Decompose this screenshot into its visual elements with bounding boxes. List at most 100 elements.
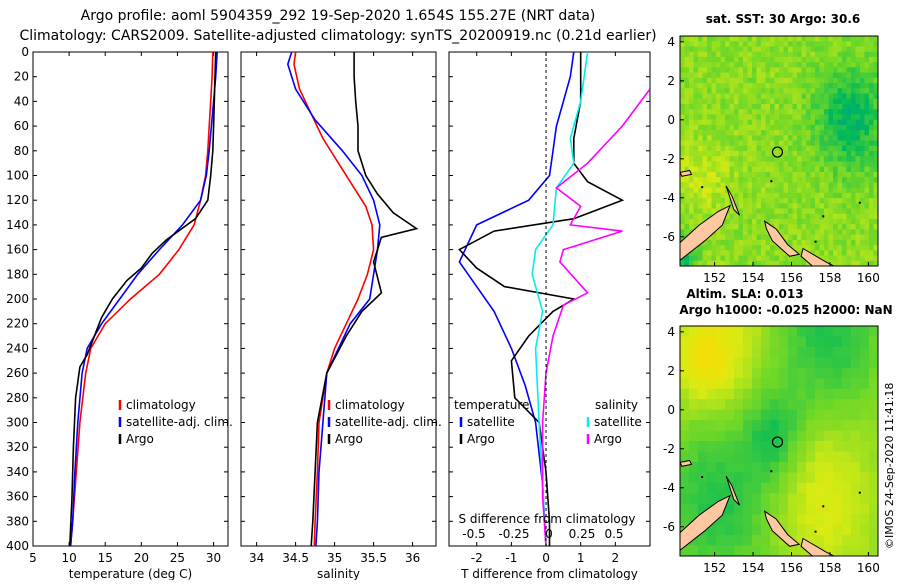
sla_map-cell bbox=[815, 430, 825, 442]
sst_map-cell bbox=[689, 93, 694, 100]
sst_map-cell bbox=[743, 250, 748, 256]
sla_map-land bbox=[763, 510, 801, 547]
sst_map-cell bbox=[756, 224, 762, 230]
sst_map-cell bbox=[765, 255, 771, 262]
sst_map-cell bbox=[720, 250, 726, 256]
sst_map-cell bbox=[680, 72, 685, 79]
sst_map-cell bbox=[729, 46, 735, 53]
sst_map-cell bbox=[747, 93, 753, 100]
sst_map-cell bbox=[711, 245, 717, 251]
sla_map-cell bbox=[734, 336, 744, 348]
difference-top-label: S difference from climatology bbox=[459, 512, 636, 526]
sst_map-cell bbox=[765, 46, 771, 53]
sst_map-cell bbox=[873, 208, 878, 215]
sst_map-cell bbox=[716, 234, 721, 241]
sst_map-cell bbox=[743, 187, 748, 194]
sst_map-cell bbox=[810, 245, 816, 251]
sst_map-cell bbox=[801, 182, 807, 188]
sst_map-cell bbox=[869, 62, 874, 68]
sst_map-cell bbox=[864, 93, 870, 100]
sla_map-cell bbox=[734, 409, 744, 421]
sla_map-cell bbox=[734, 441, 744, 452]
sla_map-cell bbox=[707, 482, 717, 494]
sst_map-cell bbox=[720, 83, 726, 89]
sla_map-cell bbox=[689, 503, 699, 515]
sst_map-cell bbox=[806, 72, 811, 79]
difference-top-tick-label: -0.25 bbox=[498, 527, 529, 541]
sst_map-cell bbox=[698, 208, 703, 215]
sst_map-cell bbox=[819, 103, 825, 110]
sla_map-cell bbox=[752, 346, 762, 358]
sst_map-cell bbox=[702, 98, 708, 105]
sla_map-cell bbox=[770, 326, 780, 337]
sst_map-cell bbox=[783, 177, 789, 183]
sst_map-cell bbox=[752, 250, 757, 256]
sst_map-cell bbox=[797, 135, 802, 141]
sst_map-cell bbox=[774, 83, 780, 89]
sst_map-cell bbox=[725, 245, 730, 251]
sst_map-cell bbox=[819, 203, 825, 209]
sst_map-cell bbox=[864, 67, 870, 73]
sst_map-cell bbox=[747, 192, 753, 199]
sst_map-cell bbox=[801, 166, 807, 173]
sst_map-cell bbox=[783, 77, 789, 84]
sla_map-cell bbox=[860, 535, 870, 546]
sst_map-cell bbox=[833, 109, 838, 115]
sst_map-cell bbox=[851, 88, 856, 94]
sst_map-cell bbox=[684, 151, 690, 157]
sst_map-cell bbox=[698, 119, 703, 126]
sst_map-cell bbox=[702, 166, 708, 173]
sla_map-cell bbox=[851, 493, 861, 505]
sst_map-cell bbox=[698, 88, 703, 94]
sst_map-cell bbox=[842, 255, 847, 262]
sst_map-cell bbox=[702, 260, 708, 266]
sst_map-cell bbox=[761, 245, 766, 251]
sst_map-cell bbox=[864, 187, 870, 194]
sst_map-cell bbox=[788, 182, 793, 188]
sla_map-cell bbox=[752, 357, 762, 369]
sst_map-cell bbox=[756, 124, 762, 131]
sla_map-cell bbox=[770, 378, 780, 390]
sst_map-cell bbox=[770, 88, 775, 94]
sst_map-cell bbox=[801, 77, 807, 84]
sst_map-cell bbox=[837, 218, 843, 225]
sla_map-cell bbox=[689, 357, 699, 369]
sst_map-cell bbox=[797, 234, 802, 241]
sla_map-cell bbox=[716, 378, 726, 390]
sst_map-ytick-label: -6 bbox=[663, 230, 675, 244]
sst_map-cell bbox=[810, 182, 816, 188]
sst_map-cell bbox=[738, 135, 744, 141]
sst_map-cell bbox=[869, 67, 874, 73]
sla_map-cell bbox=[725, 357, 735, 369]
sst_map-cell bbox=[810, 145, 816, 152]
sst_map-cell bbox=[797, 218, 802, 225]
sst_map-cell bbox=[819, 98, 825, 105]
sst_map-cell bbox=[774, 198, 780, 204]
sla_map-cell bbox=[716, 420, 726, 431]
sst_map-cell bbox=[698, 114, 703, 121]
sst_map-cell bbox=[819, 140, 825, 147]
sla_map-cell bbox=[860, 399, 870, 411]
sst_map-cell bbox=[756, 229, 762, 236]
sst_map-cell bbox=[842, 218, 847, 225]
sst_map-cell bbox=[819, 114, 825, 121]
sst_map-cell bbox=[720, 245, 726, 251]
sst_map-cell bbox=[792, 46, 798, 53]
sst_map-cell bbox=[806, 62, 811, 68]
sst_map-cell bbox=[828, 203, 834, 209]
sst_map-cell bbox=[864, 166, 870, 173]
sst_map-cell bbox=[752, 72, 757, 79]
sst_map-cell bbox=[765, 36, 771, 42]
sst_map-cell bbox=[873, 166, 878, 173]
sst_map-cell bbox=[770, 140, 775, 147]
sst_map-cell bbox=[725, 124, 730, 131]
sst_map-cell bbox=[752, 198, 757, 204]
sst_map-cell bbox=[747, 161, 753, 168]
sst_map-cell bbox=[729, 36, 735, 42]
sst_map-cell bbox=[738, 213, 744, 220]
sst_map-cell bbox=[846, 255, 852, 262]
sla_map-cell bbox=[860, 409, 870, 421]
sst_map-cell bbox=[774, 93, 780, 100]
sst_map-cell bbox=[743, 161, 748, 168]
